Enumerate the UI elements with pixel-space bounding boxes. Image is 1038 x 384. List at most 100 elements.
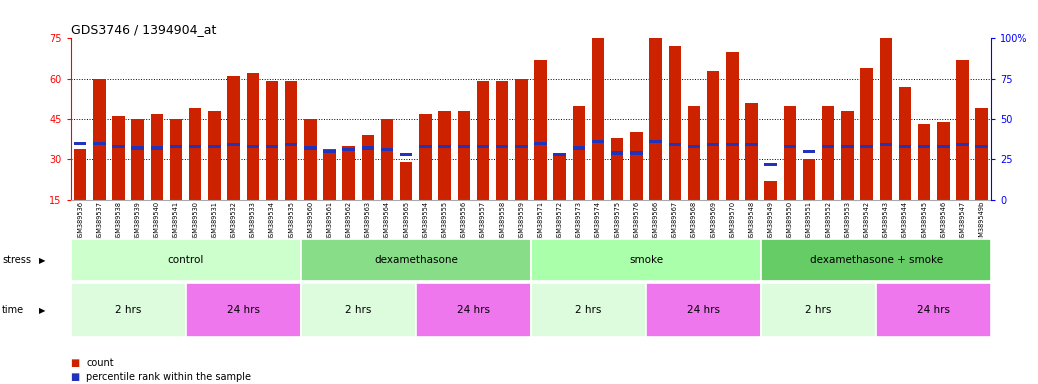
Bar — [822, 145, 835, 148]
Bar — [841, 111, 853, 200]
Bar — [476, 145, 489, 148]
Bar — [592, 140, 604, 143]
Bar — [74, 142, 86, 145]
Text: count: count — [86, 358, 114, 368]
Bar — [151, 146, 163, 150]
Bar — [71, 283, 186, 337]
Bar — [976, 108, 988, 200]
Bar — [535, 60, 547, 200]
Bar — [841, 145, 853, 148]
Bar — [343, 146, 355, 200]
Bar — [132, 146, 144, 150]
Bar — [822, 106, 835, 200]
Bar — [764, 162, 776, 166]
Bar — [668, 143, 681, 146]
Bar — [285, 143, 298, 146]
Text: dexamethasone + smoke: dexamethasone + smoke — [810, 255, 943, 265]
Bar — [323, 150, 335, 153]
Bar — [861, 145, 873, 148]
Bar — [323, 149, 335, 200]
Bar — [186, 283, 301, 337]
Bar — [343, 148, 355, 151]
Bar — [876, 283, 991, 337]
Bar — [515, 145, 527, 148]
Bar — [361, 135, 374, 200]
Bar — [266, 81, 278, 200]
Bar — [209, 145, 221, 148]
Text: 24 hrs: 24 hrs — [457, 305, 490, 315]
Bar — [592, 30, 604, 200]
Bar — [668, 46, 681, 200]
Bar — [227, 76, 240, 200]
Text: GDS3746 / 1394904_at: GDS3746 / 1394904_at — [71, 23, 216, 36]
Bar — [361, 146, 374, 150]
Text: control: control — [167, 255, 203, 265]
Bar — [304, 146, 317, 150]
Bar — [937, 145, 950, 148]
Text: ■: ■ — [71, 358, 80, 368]
Bar — [209, 111, 221, 200]
Bar — [688, 145, 701, 148]
Bar — [745, 103, 758, 200]
Bar — [727, 52, 739, 200]
Bar — [416, 283, 531, 337]
Bar — [784, 145, 796, 148]
Bar — [745, 143, 758, 146]
Bar — [304, 119, 317, 200]
Bar — [611, 151, 624, 154]
Bar — [458, 145, 470, 148]
Bar — [93, 79, 106, 200]
Bar — [419, 145, 432, 148]
Bar — [266, 145, 278, 148]
Bar — [879, 28, 892, 200]
Bar — [438, 145, 450, 148]
Bar — [400, 162, 412, 200]
Bar — [112, 145, 125, 148]
Bar — [227, 143, 240, 146]
Bar — [476, 81, 489, 200]
Bar — [899, 87, 911, 200]
Bar — [976, 145, 988, 148]
Bar — [285, 81, 298, 200]
Bar — [646, 283, 761, 337]
Bar — [879, 143, 892, 146]
Bar — [630, 132, 643, 200]
Bar — [438, 111, 450, 200]
Bar — [802, 150, 815, 153]
Bar — [764, 181, 776, 200]
Bar — [458, 111, 470, 200]
Bar — [381, 119, 393, 200]
Bar — [761, 283, 876, 337]
Bar — [688, 106, 701, 200]
Bar — [761, 239, 991, 281]
Text: 24 hrs: 24 hrs — [687, 305, 720, 315]
Bar — [573, 146, 585, 150]
Text: 2 hrs: 2 hrs — [805, 305, 831, 315]
Bar — [918, 145, 930, 148]
Bar — [531, 239, 761, 281]
Bar — [71, 239, 301, 281]
Bar — [400, 153, 412, 156]
Text: time: time — [2, 305, 24, 315]
Text: 2 hrs: 2 hrs — [345, 305, 372, 315]
Bar — [553, 154, 566, 200]
Text: ▶: ▶ — [39, 306, 46, 314]
Bar — [170, 145, 183, 148]
Bar — [381, 148, 393, 151]
Bar — [630, 151, 643, 154]
Bar — [650, 30, 662, 200]
Bar — [707, 71, 719, 200]
Bar — [937, 122, 950, 200]
Text: 2 hrs: 2 hrs — [575, 305, 602, 315]
Bar — [573, 106, 585, 200]
Bar — [419, 114, 432, 200]
Bar — [112, 116, 125, 200]
Bar — [956, 60, 968, 200]
Text: stress: stress — [2, 255, 31, 265]
Bar — [132, 119, 144, 200]
Text: percentile rank within the sample: percentile rank within the sample — [86, 372, 251, 382]
Text: ■: ■ — [71, 372, 80, 382]
Bar — [899, 145, 911, 148]
Text: 24 hrs: 24 hrs — [226, 305, 260, 315]
Bar — [727, 143, 739, 146]
